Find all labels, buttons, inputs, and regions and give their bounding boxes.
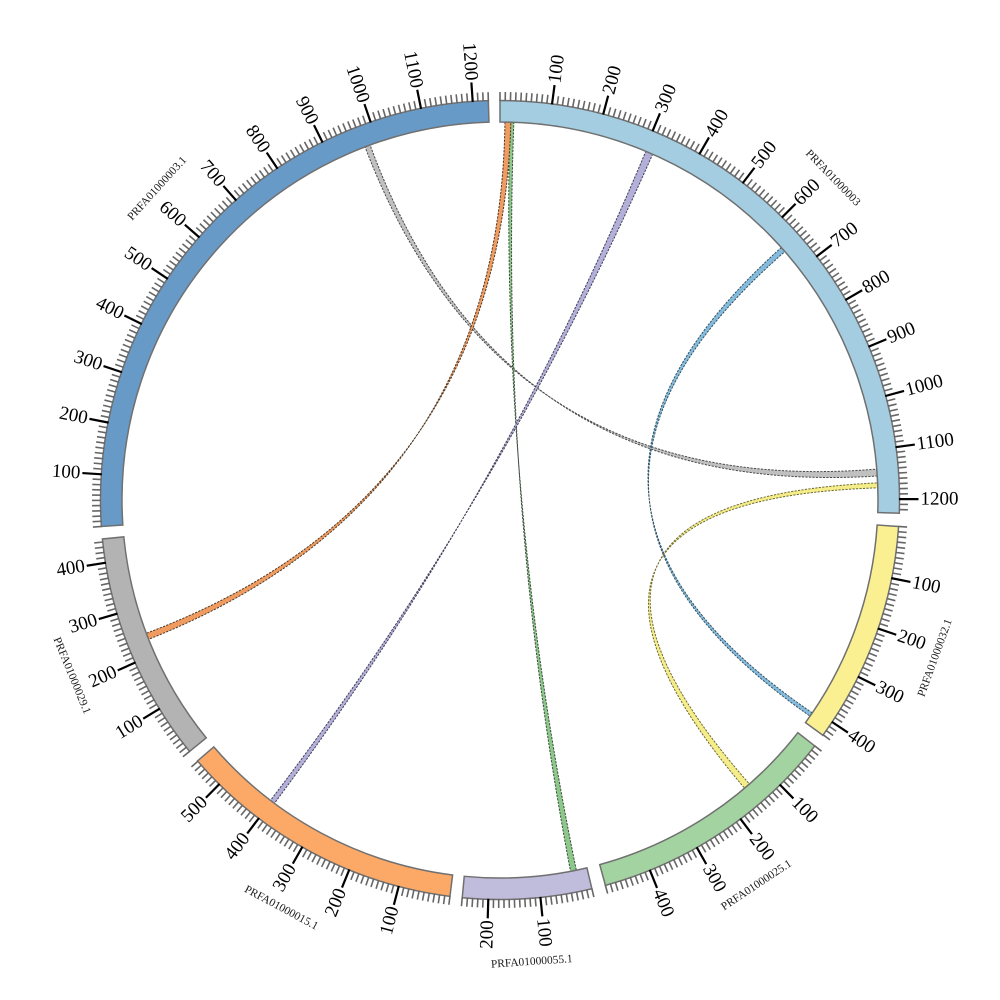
svg-text:1100: 1100 [915,429,955,455]
svg-text:200: 200 [476,920,498,949]
svg-text:1200: 1200 [920,489,958,510]
svg-text:100: 100 [544,53,569,84]
svg-text:PRFA01000055.1: PRFA01000055.1 [491,953,574,971]
svg-text:100: 100 [532,917,556,947]
svg-text:400: 400 [55,556,86,581]
svg-text:100: 100 [51,461,81,484]
svg-text:1200: 1200 [458,42,482,81]
